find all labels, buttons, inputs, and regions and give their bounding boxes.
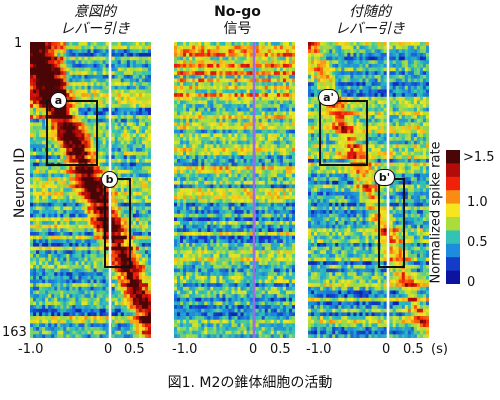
y-tick-bottom: 163 [2,325,27,340]
colorbar-segment [446,203,460,218]
x-tick-pos-3: 0.5 [403,342,424,357]
cluster-a-prime-box [319,100,368,166]
y-axis-label: Neuron ID [12,147,28,219]
x-tick-0-1: 0 [104,342,113,357]
panel2-title-line2: 信号 [223,21,252,37]
panel1-title: 意図的 レバー引き [40,4,150,38]
colorbar-tick-max: >1.5 [463,150,495,165]
colorbar-segment [446,243,460,258]
colorbar-tick-05: 0.5 [467,235,488,250]
colorbar-segment [446,150,460,164]
x-unit: (s) [431,342,448,357]
panel3-title-line1: 付随的 [349,4,391,20]
panel3-title-line2: レバー引き [335,21,405,37]
x-tick-neg-2: -1.0 [172,342,198,357]
panel3-title: 付随的 レバー引き [310,4,430,38]
badge-b-prime: b' [374,169,395,186]
colorbar-segment [446,270,460,284]
panel1-title-line1: 意図的 [74,4,116,20]
colorbar-segment [446,190,460,205]
heatmap-intentional-pull [30,42,151,338]
panel1-title-line2: レバー引き [60,21,130,37]
colorbar-segment [446,176,460,191]
colorbar-tick-1: 1.0 [467,195,488,210]
colorbar-label: Normalized spike rate [428,141,444,284]
colorbar-segment [446,163,460,178]
colorbar-segment [446,217,460,231]
heatmap-incidental-pull [308,42,429,338]
colorbar [446,150,460,284]
panel2-title-line1: No-go [214,4,261,20]
x-tick-neg-3: -1.0 [306,342,332,357]
colorbar-tick-0: 0 [467,275,476,290]
cluster-b-prime-box [378,178,405,268]
x-tick-neg-1: -1.0 [18,342,44,357]
figure-caption: 図1. M2の錐体細胞の活動 [167,375,333,391]
x-tick-pos-1: 0.5 [124,342,145,357]
x-tick-0-3: 0 [382,342,391,357]
colorbar-segment [446,257,460,272]
cluster-b-box [104,178,131,268]
cluster-a-box [46,100,98,166]
x-tick-pos-2: 0.5 [270,342,291,357]
heatmap-nogo-signal [174,42,295,338]
panel2-title: No-go 信号 [175,4,300,38]
x-tick-0-2: 0 [249,342,258,357]
badge-a-prime: a' [318,89,339,106]
y-tick-top: 1 [14,36,23,51]
colorbar-segment [446,230,460,245]
badge-b: b [101,171,118,188]
badge-a: a [50,92,67,109]
